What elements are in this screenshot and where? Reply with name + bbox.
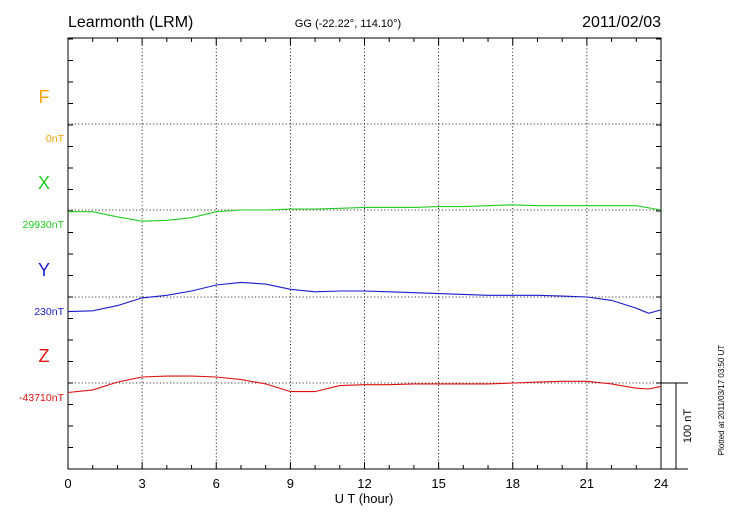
x-tick-labels: 0 3 6 9 12 15 18 21 24 [64,476,668,491]
series-traces [67,204,662,394]
x-tick-label-9: 9 [287,476,294,491]
scale-bar: 100 nT [661,382,694,470]
x-tick-label-24: 24 [654,476,668,491]
date-label: 2011/02/03 [582,14,661,31]
x-tick-label-12: 12 [357,476,371,491]
x-tick-label-0: 0 [64,476,71,491]
station-title: Learmonth (LRM) [68,14,193,31]
x-tick-label-18: 18 [506,476,520,491]
coordinates-label: GG (-22.22°, 114.10°) [295,18,401,30]
series-baseline-z: -43710nT [19,392,65,404]
scale-bar-label: 100 nT [682,409,694,444]
series-name-y: Y [38,260,50,280]
series-baseline-f: 0nT [46,133,65,145]
plotted-at-note: Plotted at 2011/03/17 03:50 UT [717,345,726,456]
series-baseline-y: 230nT [34,306,64,318]
x-tick-label-15: 15 [431,476,445,491]
series-name-f: F [39,87,50,107]
series-labels: F 0nT X 29930nT Y 230nT Z -43710nT [19,87,65,404]
vertical-gridlines [141,38,588,469]
series-baseline-x: 29930nT [23,219,65,231]
axis-ticks [67,38,662,470]
series-name-z: Z [39,346,50,366]
horizontal-gridlines [68,123,661,384]
series-name-x: X [38,173,50,193]
x-tick-label-6: 6 [213,476,220,491]
x-axis-label: U T (hour) [335,491,394,506]
trace-y [67,281,662,314]
trace-x [68,204,662,222]
x-tick-label-21: 21 [580,476,594,491]
x-tick-label-3: 3 [139,476,146,491]
trace-z [67,375,662,394]
